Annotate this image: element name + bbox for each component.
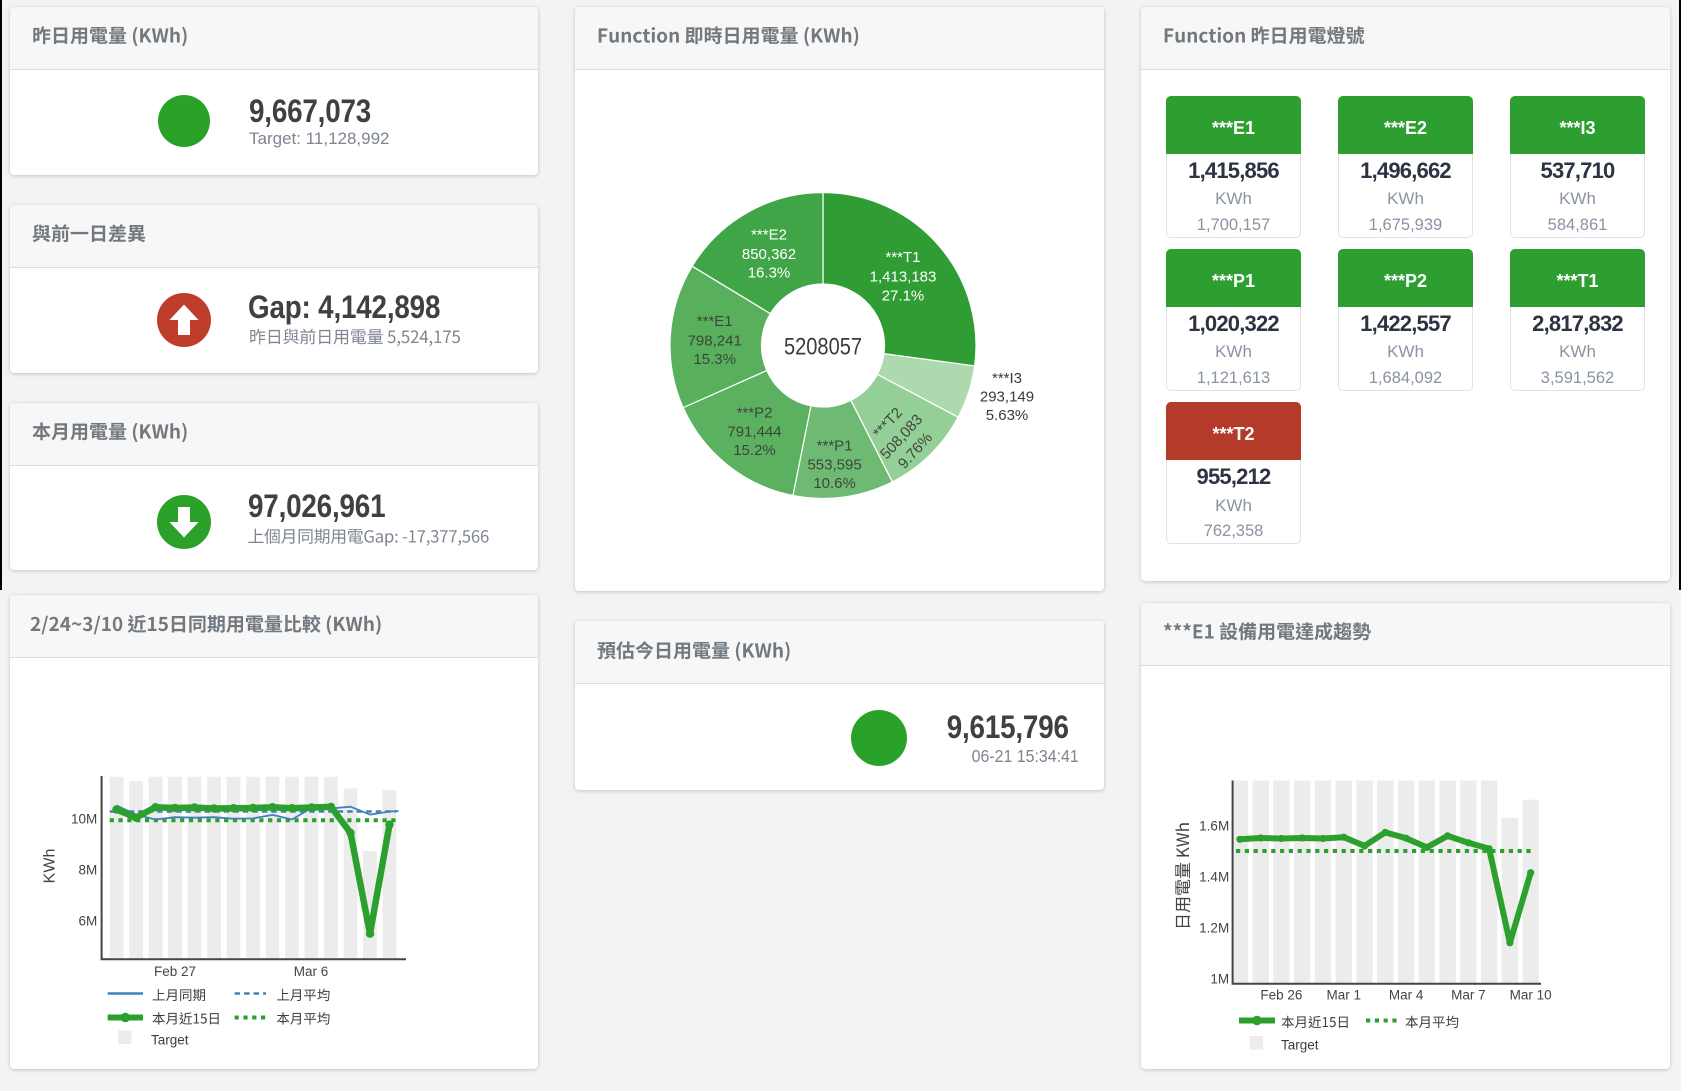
- svg-text:5.63%: 5.63%: [986, 407, 1029, 424]
- svg-text:8M: 8M: [79, 863, 98, 878]
- svg-text:Mar 4: Mar 4: [1389, 988, 1424, 1003]
- svg-text:6M: 6M: [79, 914, 98, 929]
- svg-text:1.2M: 1.2M: [1199, 921, 1229, 936]
- svg-text:553,595: 553,595: [807, 456, 861, 473]
- svg-text:KWh: KWh: [42, 849, 59, 884]
- svg-text:15.3%: 15.3%: [693, 351, 736, 368]
- svg-text:Mar 6: Mar 6: [294, 964, 329, 979]
- svg-text:Mar 10: Mar 10: [1510, 988, 1552, 1003]
- svg-text:791,444: 791,444: [727, 423, 781, 440]
- svg-text:***E2: ***E2: [751, 227, 787, 244]
- svg-text:***T1: ***T1: [885, 249, 920, 266]
- svg-text:Mar 1: Mar 1: [1327, 988, 1362, 1003]
- svg-text:1,413,183: 1,413,183: [870, 269, 937, 286]
- svg-text:***E1: ***E1: [697, 313, 733, 330]
- svg-text:***P1: ***P1: [817, 438, 853, 455]
- svg-text:***I3: ***I3: [992, 370, 1022, 387]
- svg-text:16.3%: 16.3%: [748, 265, 791, 282]
- svg-text:27.1%: 27.1%: [882, 288, 925, 305]
- svg-text:5208057: 5208057: [784, 334, 862, 361]
- svg-text:Feb 26: Feb 26: [1260, 988, 1302, 1003]
- svg-text:798,241: 798,241: [688, 332, 742, 349]
- svg-text:Mar 7: Mar 7: [1451, 988, 1486, 1003]
- svg-text:***P2: ***P2: [737, 405, 773, 422]
- svg-text:1.6M: 1.6M: [1199, 819, 1229, 834]
- svg-text:850,362: 850,362: [742, 246, 796, 263]
- svg-text:1M: 1M: [1210, 972, 1229, 987]
- svg-text:1.4M: 1.4M: [1199, 870, 1229, 885]
- svg-text:Target: Target: [151, 1033, 189, 1048]
- svg-text:Feb 27: Feb 27: [154, 964, 196, 979]
- svg-text:10M: 10M: [71, 811, 97, 826]
- svg-text:Target: Target: [1281, 1038, 1319, 1053]
- svg-text:10.6%: 10.6%: [813, 475, 856, 492]
- svg-text:15.2%: 15.2%: [733, 442, 776, 459]
- svg-text:293,149: 293,149: [980, 389, 1034, 406]
